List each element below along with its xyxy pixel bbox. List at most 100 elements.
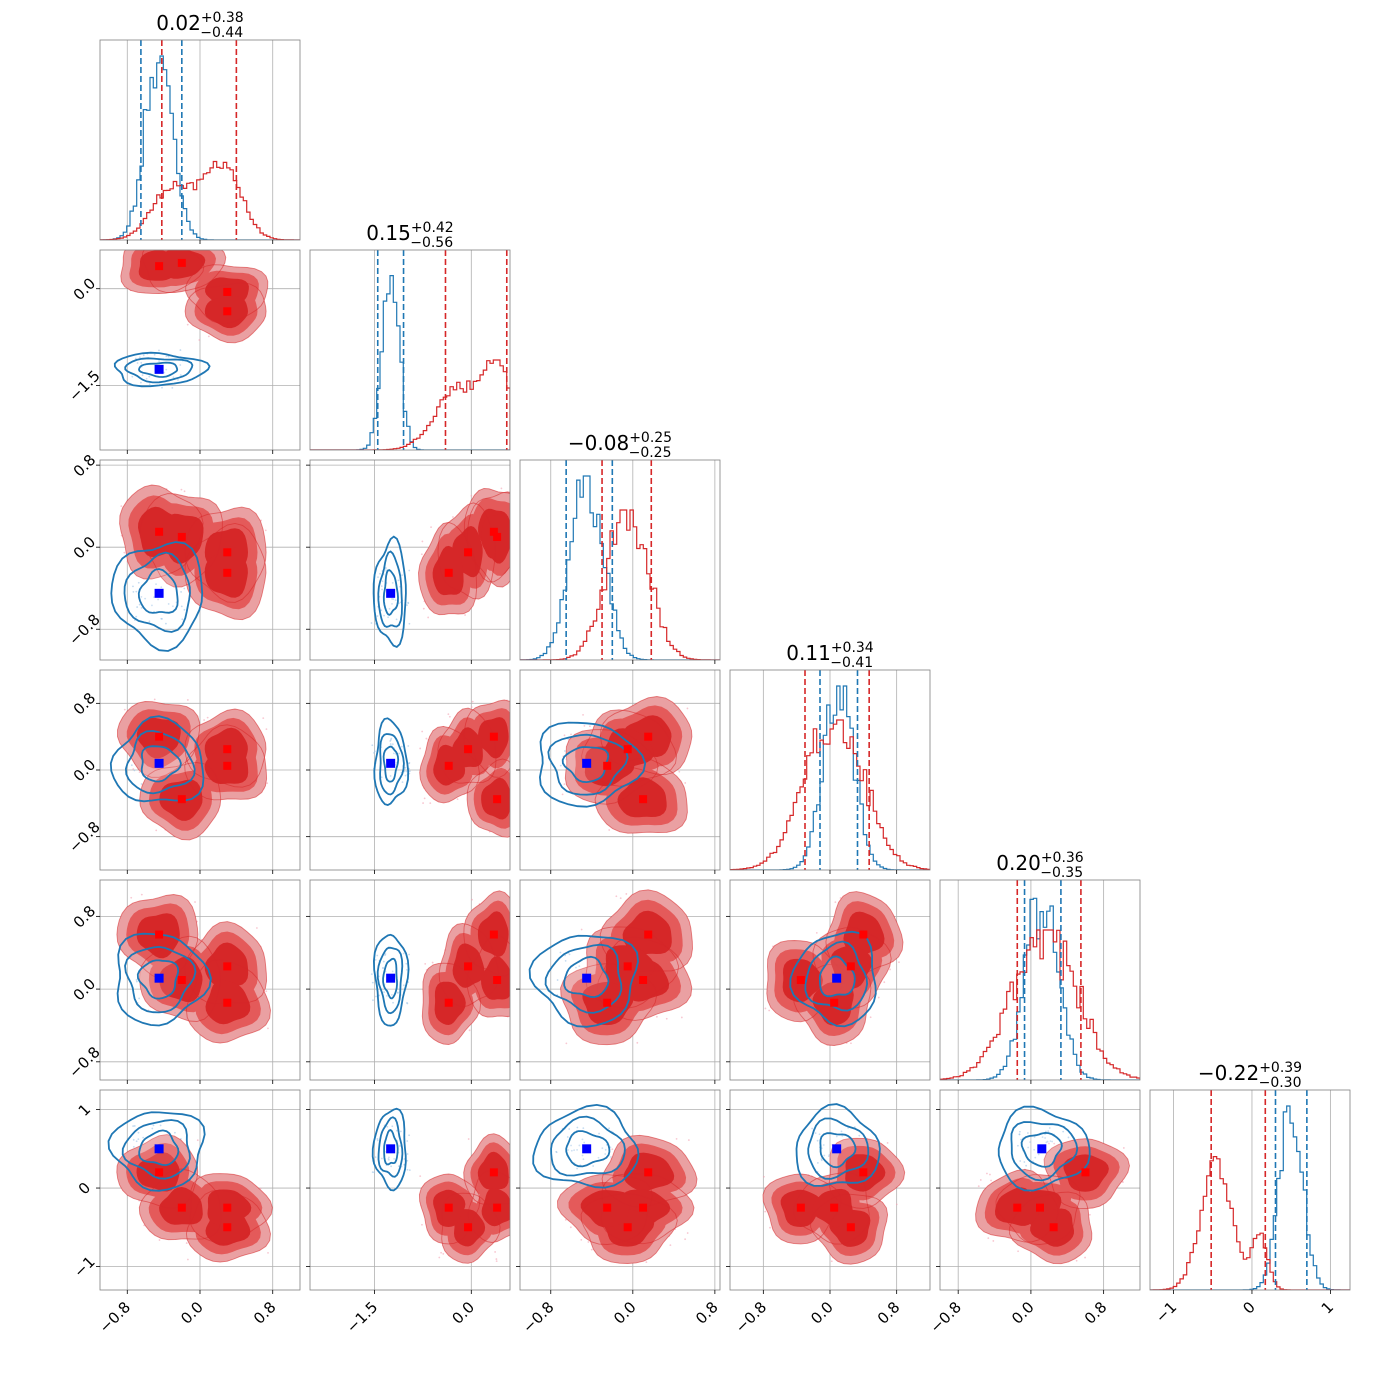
- blue-sample-point: [137, 1131, 140, 1134]
- panel-3-1: [306, 669, 523, 874]
- red-sample-point: [511, 893, 513, 895]
- blue-sample-point: [389, 740, 392, 742]
- red-sample-point: [561, 793, 564, 796]
- red-sample-point: [590, 1248, 593, 1251]
- panel-4-3: [726, 879, 931, 1084]
- blue-mode-marker: [832, 973, 842, 983]
- red-sample-point: [583, 724, 586, 727]
- blue-sample-point: [391, 602, 393, 605]
- blue-sample-point: [181, 618, 184, 621]
- blue-contour: [110, 541, 204, 652]
- panel-4-1: [306, 879, 523, 1084]
- blue-sample-point: [132, 1125, 135, 1127]
- red-sample-point: [521, 765, 523, 767]
- blue-sample-point: [581, 1138, 584, 1141]
- red-contour-line: [581, 709, 677, 787]
- blue-sample-point: [578, 1144, 581, 1147]
- title-sub: −0.56: [410, 235, 453, 251]
- red-sample-point: [686, 1232, 689, 1234]
- blue-sample-point: [406, 968, 408, 971]
- panel-3-0: 0.8 0.0 −0.8: [65, 669, 301, 874]
- blue-contour: [373, 717, 410, 806]
- blue-sample-point: [383, 991, 386, 994]
- red-contour-line: [995, 1174, 1081, 1245]
- x-tick-label: 0.0: [449, 1298, 479, 1328]
- blue-contour: [532, 1103, 640, 1189]
- y-tick-label: 0.8: [70, 451, 100, 481]
- red-sample-point: [421, 1223, 423, 1226]
- blue-sample-point: [399, 1145, 401, 1147]
- blue-sample-point: [408, 569, 411, 572]
- red-sample-point: [440, 1251, 443, 1254]
- blue-sample-point: [384, 953, 387, 955]
- red-sample-point: [512, 569, 514, 571]
- blue-sample-point: [388, 1156, 390, 1159]
- blue-contour: [372, 535, 407, 649]
- title-main: −0.08: [568, 431, 629, 455]
- blue-contour: [377, 1116, 404, 1178]
- red-mode-marker: [644, 1168, 653, 1177]
- red-sample-point: [521, 971, 523, 973]
- red-sample-point: [521, 1224, 523, 1226]
- panel-frame: [309, 1089, 511, 1291]
- blue-sample-point: [391, 1125, 394, 1128]
- red-sample-point: [179, 244, 181, 246]
- blue-sample-point: [370, 973, 373, 975]
- blue-sample-point: [165, 355, 168, 358]
- blue-sample-point: [167, 355, 170, 358]
- y-tick-label: 0.0: [70, 533, 100, 563]
- panel-1-0: 0.0 −1.5: [65, 237, 301, 454]
- blue-contour: [107, 1111, 206, 1192]
- y-tick-label: −1.5: [65, 367, 103, 405]
- blue-sample-point: [380, 585, 383, 588]
- x-tick-label: −0.8: [732, 1298, 770, 1336]
- blue-sample-point: [376, 615, 379, 617]
- blue-sample-point: [374, 958, 377, 961]
- blue-histogram: [1150, 1105, 1350, 1290]
- blue-mode-marker: [386, 973, 396, 983]
- red-contour-line: [463, 1133, 510, 1205]
- blue-sample-point: [583, 1141, 586, 1144]
- red-mode-marker: [464, 1223, 473, 1232]
- red-mode-marker: [223, 307, 232, 316]
- blue-sample-point: [570, 1144, 572, 1147]
- blue-sample-point: [135, 1140, 138, 1143]
- blue-sample-point: [1048, 1127, 1051, 1129]
- blue-sample-point: [165, 368, 168, 371]
- blue-sample-point: [136, 606, 139, 608]
- blue-contour: [795, 1103, 881, 1187]
- blue-sample-point: [401, 781, 404, 784]
- red-contour-line: [825, 891, 904, 976]
- panel-content: [113, 237, 269, 389]
- blue-sample-point: [142, 1136, 145, 1139]
- panel-title-4: 0.20+0.36 −0.35: [996, 850, 1084, 881]
- blue-contour: [124, 945, 197, 1014]
- blue-sample-point: [138, 603, 141, 606]
- panel-5-3: −0.8 0.0 0.8: [726, 1089, 931, 1337]
- blue-sample-point: [136, 362, 139, 364]
- red-sample-point: [130, 237, 132, 239]
- x-tick-label: 0: [1239, 1298, 1258, 1317]
- red-contour-line: [600, 1173, 695, 1245]
- title-sub: −0.25: [629, 445, 672, 461]
- red-mode-marker: [639, 976, 648, 984]
- blue-sample-point: [151, 604, 153, 607]
- red-sample-point: [495, 1258, 498, 1260]
- red-mode-marker: [155, 1168, 164, 1177]
- blue-sample-point: [137, 581, 140, 584]
- blue-sample-point: [152, 1124, 155, 1127]
- red-sample-point: [587, 1241, 590, 1243]
- blue-sample-point: [140, 606, 143, 609]
- red-sample-point: [563, 783, 566, 786]
- red-mode-marker: [796, 1203, 805, 1212]
- red-sample-point: [196, 1139, 199, 1142]
- red-sample-point: [588, 725, 591, 728]
- red-sample-point: [516, 1203, 518, 1205]
- red-sample-point: [655, 1015, 658, 1018]
- red-sample-point: [513, 1235, 515, 1237]
- red-sample-point: [1075, 1259, 1078, 1262]
- blue-sample-point: [141, 374, 144, 377]
- red-sample-point: [464, 614, 466, 616]
- blue-sample-point: [401, 574, 403, 577]
- panel-frame: [519, 459, 721, 661]
